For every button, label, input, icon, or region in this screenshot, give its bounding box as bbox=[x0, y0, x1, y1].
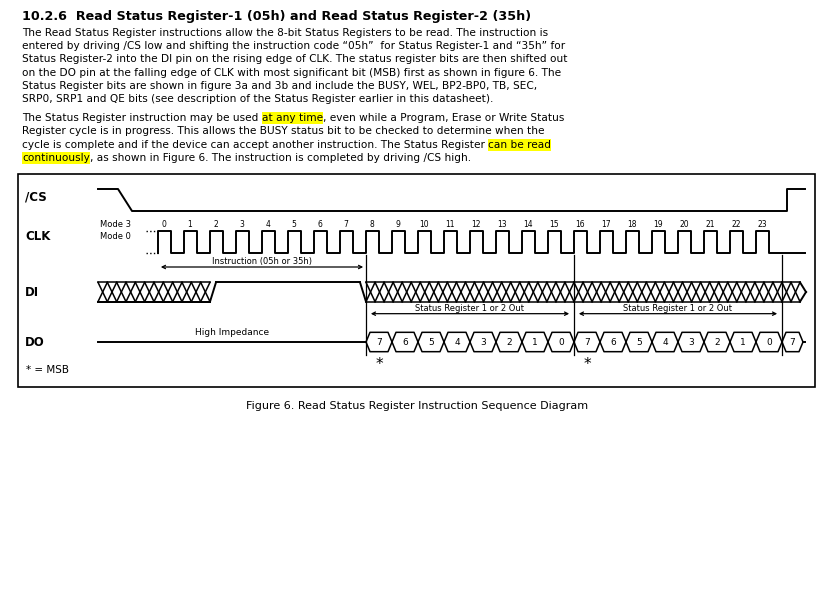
Text: 12: 12 bbox=[471, 220, 480, 229]
Text: DI: DI bbox=[25, 286, 39, 299]
Text: , as shown in Figure 6. The instruction is completed by driving /CS high.: , as shown in Figure 6. The instruction … bbox=[90, 153, 471, 163]
Text: 4: 4 bbox=[662, 337, 668, 346]
Text: 21: 21 bbox=[706, 220, 715, 229]
Text: SRP0, SRP1 and QE bits (see description of the Status Register earlier in this d: SRP0, SRP1 and QE bits (see description … bbox=[22, 94, 494, 104]
Bar bbox=[18, 174, 815, 387]
Text: 3: 3 bbox=[688, 337, 694, 346]
Text: 11: 11 bbox=[445, 220, 455, 229]
Text: 5: 5 bbox=[428, 337, 434, 346]
Text: at any time: at any time bbox=[262, 113, 323, 123]
Text: 8: 8 bbox=[369, 220, 374, 229]
Text: 10.2.6  Read Status Register-1 (05h) and Read Status Register-2 (35h): 10.2.6 Read Status Register-1 (05h) and … bbox=[22, 10, 531, 23]
Text: 1: 1 bbox=[188, 220, 193, 229]
Text: *: * bbox=[583, 356, 590, 372]
Text: , even while a Program, Erase or Write Status: , even while a Program, Erase or Write S… bbox=[323, 113, 565, 123]
Text: * = MSB: * = MSB bbox=[26, 365, 69, 375]
Text: 17: 17 bbox=[601, 220, 610, 229]
Text: Mode 0: Mode 0 bbox=[100, 231, 131, 240]
Text: /CS: /CS bbox=[25, 190, 47, 203]
Text: High Impedance: High Impedance bbox=[195, 328, 269, 337]
Text: Instruction (05h or 35h): Instruction (05h or 35h) bbox=[212, 257, 312, 266]
Bar bbox=[262, 112, 323, 124]
Text: 22: 22 bbox=[731, 220, 741, 229]
Text: 18: 18 bbox=[627, 220, 636, 229]
Text: Register cycle is in progress. This allows the BUSY status bit to be checked to : Register cycle is in progress. This allo… bbox=[22, 126, 545, 136]
Text: 6: 6 bbox=[402, 337, 408, 346]
Text: 0: 0 bbox=[766, 337, 772, 346]
Text: 7: 7 bbox=[376, 337, 382, 346]
Text: DO: DO bbox=[25, 336, 45, 349]
Text: 0: 0 bbox=[162, 220, 167, 229]
Text: 6: 6 bbox=[318, 220, 323, 229]
Text: Status Register-2 into the DI pin on the rising edge of CLK. The status register: Status Register-2 into the DI pin on the… bbox=[22, 54, 567, 64]
Text: The Status Register instruction may be used: The Status Register instruction may be u… bbox=[22, 113, 262, 123]
Text: 13: 13 bbox=[497, 220, 507, 229]
Text: 9: 9 bbox=[395, 220, 400, 229]
Text: 19: 19 bbox=[653, 220, 663, 229]
Text: *: * bbox=[375, 356, 383, 372]
Text: 4: 4 bbox=[455, 337, 460, 346]
Text: 23: 23 bbox=[757, 220, 766, 229]
Text: Mode 3: Mode 3 bbox=[100, 220, 131, 228]
Text: 7: 7 bbox=[584, 337, 590, 346]
Text: 16: 16 bbox=[575, 220, 585, 229]
Text: 15: 15 bbox=[549, 220, 559, 229]
Text: on the DO pin at the falling edge of CLK with most significant bit (MSB) first a: on the DO pin at the falling edge of CLK… bbox=[22, 68, 561, 77]
Text: 5: 5 bbox=[292, 220, 296, 229]
Text: 2: 2 bbox=[714, 337, 720, 346]
Text: Status Register 1 or 2 Out: Status Register 1 or 2 Out bbox=[415, 303, 525, 313]
Text: Figure 6. Read Status Register Instruction Sequence Diagram: Figure 6. Read Status Register Instructi… bbox=[246, 401, 588, 411]
Text: 7: 7 bbox=[790, 337, 796, 346]
Text: The Read Status Register instructions allow the 8-bit Status Registers to be rea: The Read Status Register instructions al… bbox=[22, 28, 548, 38]
Text: 7: 7 bbox=[344, 220, 349, 229]
Text: 3: 3 bbox=[480, 337, 486, 346]
Text: CLK: CLK bbox=[25, 230, 50, 243]
Text: 10: 10 bbox=[420, 220, 429, 229]
Text: 4: 4 bbox=[265, 220, 270, 229]
Text: Status Register bits are shown in figure 3a and 3b and include the BUSY, WEL, BP: Status Register bits are shown in figure… bbox=[22, 81, 537, 91]
Text: cycle is complete and if the device can accept another instruction. The Status R: cycle is complete and if the device can … bbox=[22, 140, 488, 149]
Text: 1: 1 bbox=[740, 337, 746, 346]
Text: Status Register 1 or 2 Out: Status Register 1 or 2 Out bbox=[624, 303, 732, 313]
Text: 14: 14 bbox=[523, 220, 533, 229]
Text: 20: 20 bbox=[679, 220, 689, 229]
Text: 1: 1 bbox=[532, 337, 538, 346]
Text: 2: 2 bbox=[506, 337, 512, 346]
Text: 5: 5 bbox=[636, 337, 642, 346]
Text: 6: 6 bbox=[610, 337, 615, 346]
Text: entered by driving /CS low and shifting the instruction code “05h”  for Status R: entered by driving /CS low and shifting … bbox=[22, 41, 565, 51]
Text: can be read: can be read bbox=[488, 140, 551, 149]
Bar bbox=[488, 139, 551, 151]
Text: 0: 0 bbox=[558, 337, 564, 346]
Text: 3: 3 bbox=[239, 220, 244, 229]
Text: continuously: continuously bbox=[22, 153, 90, 163]
Bar bbox=[22, 152, 90, 164]
Text: 2: 2 bbox=[214, 220, 219, 229]
